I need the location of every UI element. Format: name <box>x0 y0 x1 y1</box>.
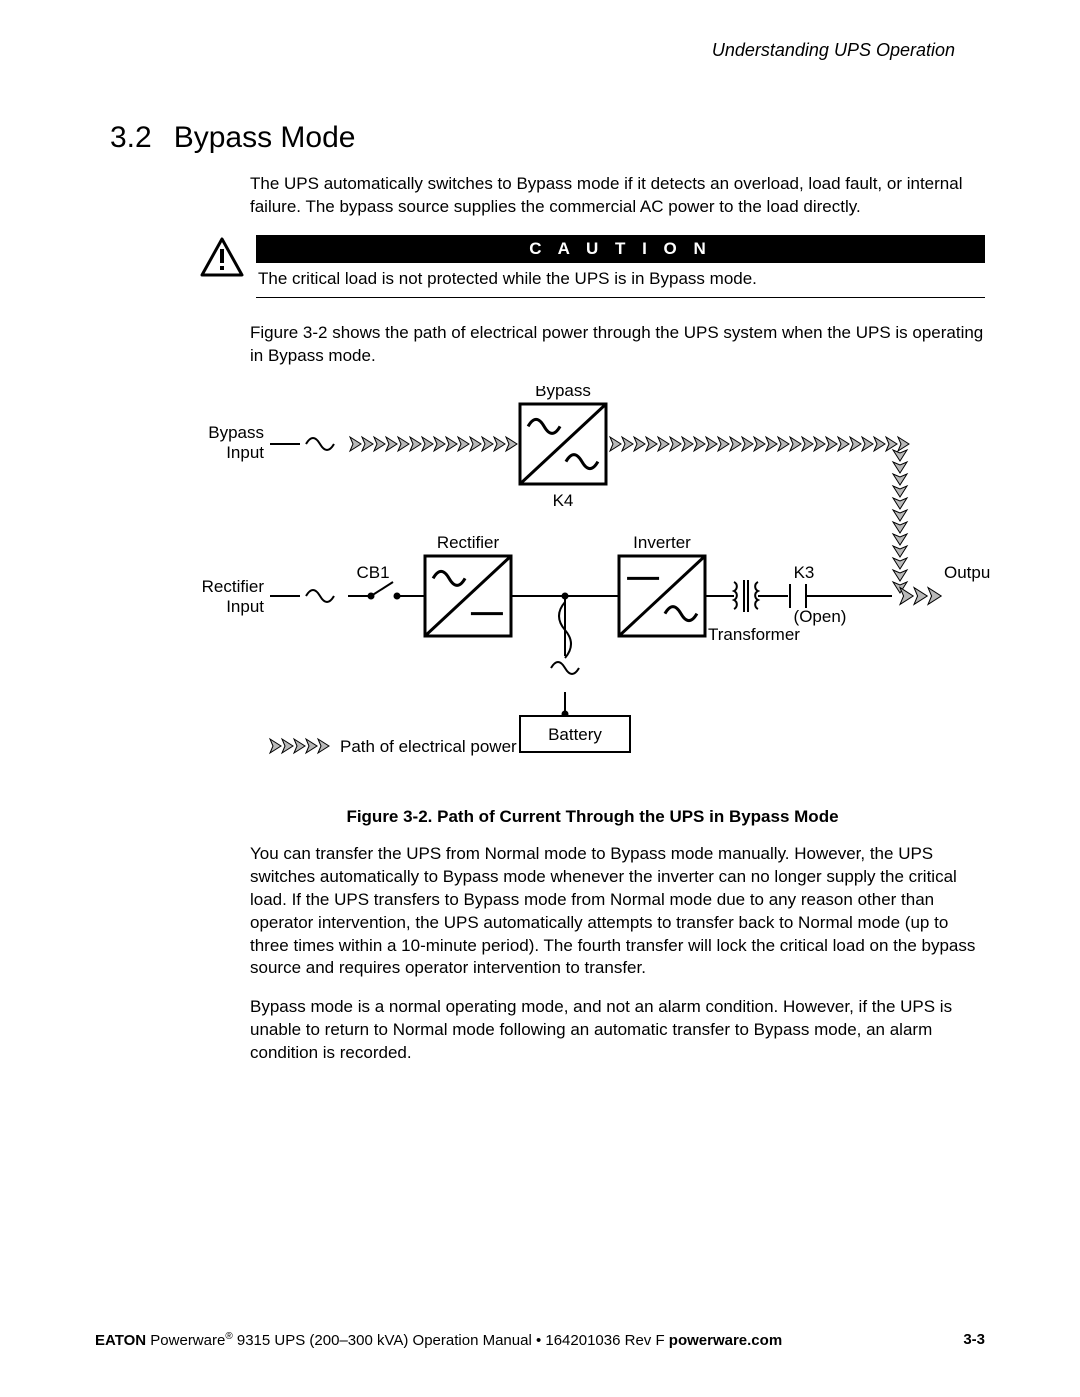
svg-text:Inverter: Inverter <box>633 533 691 552</box>
svg-text:CB1: CB1 <box>356 563 389 582</box>
paragraph-alarm: Bypass mode is a normal operating mode, … <box>250 996 985 1065</box>
figure-caption: Figure 3‑2. Path of Current Through the … <box>200 807 985 827</box>
paragraph-intro: The UPS automatically switches to Bypass… <box>250 173 985 219</box>
footer-rest: 9315 UPS (200–300 kVA) Operation Manual … <box>233 1332 669 1349</box>
svg-text:Rectifier: Rectifier <box>437 533 500 552</box>
svg-text:Input: Input <box>226 597 264 616</box>
footer-page-number: 3‑3 <box>963 1331 985 1349</box>
svg-text:Path of electrical power: Path of electrical power <box>340 737 517 756</box>
caution-block: C A U T I O N The critical load is not p… <box>200 235 985 298</box>
svg-text:(Open): (Open) <box>794 607 847 626</box>
caution-label: C A U T I O N <box>256 235 985 263</box>
page-footer: EATON Powerware® 9315 UPS (200–300 kVA) … <box>0 1331 1080 1349</box>
footer-product: Powerware <box>146 1332 225 1349</box>
caution-triangle-icon <box>200 237 244 282</box>
svg-text:Bypass: Bypass <box>208 423 264 442</box>
svg-text:Bypass: Bypass <box>535 386 591 400</box>
section-title: Bypass Mode <box>174 121 356 154</box>
footer-brand: EATON <box>95 1332 146 1349</box>
bypass-mode-svg: BypassK4BypassInputRectifierInputCB1Rect… <box>200 386 990 796</box>
svg-text:Output: Output <box>944 563 990 582</box>
svg-text:Rectifier: Rectifier <box>202 577 265 596</box>
page: Understanding UPS Operation 3.2 Bypass Mo… <box>0 0 1080 1397</box>
section-heading: 3.2 Bypass Mode <box>110 121 985 155</box>
registered-icon: ® <box>225 1331 232 1342</box>
svg-text:Transformer: Transformer <box>708 625 800 644</box>
running-head: Understanding UPS Operation <box>110 40 985 61</box>
svg-text:K4: K4 <box>553 491 574 510</box>
caution-text: The critical load is not protected while… <box>256 263 985 298</box>
paragraph-transfer: You can transfer the UPS from Normal mod… <box>250 843 985 981</box>
svg-text:K3: K3 <box>794 563 815 582</box>
svg-text:Battery: Battery <box>548 725 602 744</box>
svg-text:Input: Input <box>226 443 264 462</box>
section-number: 3.2 <box>110 121 152 154</box>
footer-left: EATON Powerware® 9315 UPS (200–300 kVA) … <box>95 1331 782 1349</box>
paragraph-figure-ref: Figure 3‑2 shows the path of electrical … <box>250 322 985 368</box>
figure-bypass-diagram: BypassK4BypassInputRectifierInputCB1Rect… <box>200 386 985 827</box>
footer-site: powerware.com <box>669 1332 782 1349</box>
